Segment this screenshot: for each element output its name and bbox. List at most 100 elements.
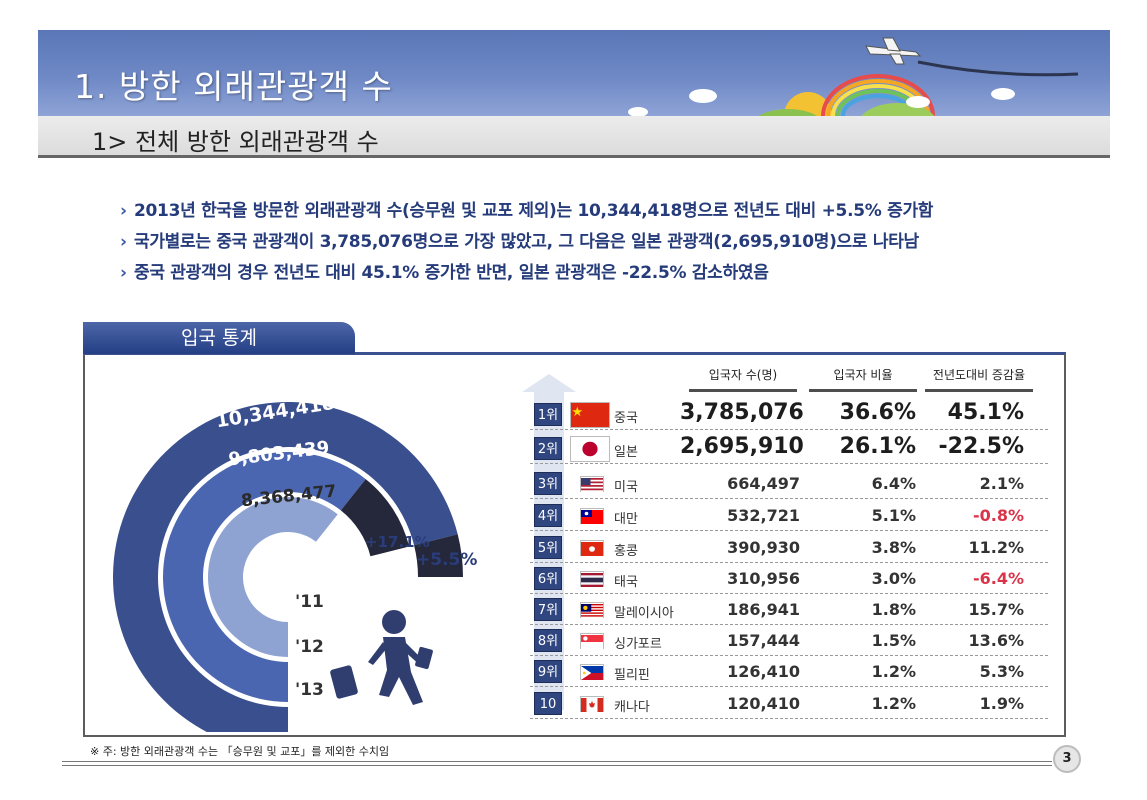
donut-arcs (113, 402, 463, 732)
country-name: 캐나다 (614, 700, 650, 715)
rank-badge: 5위 (534, 536, 562, 559)
table-row: 10위 캐나다 120,410 1.2% 1.9% (530, 689, 1048, 735)
visitor-ratio: 1.2% (871, 694, 916, 713)
footer-rule (62, 765, 1052, 766)
column-header-ratio: 입국자 비율 (809, 366, 917, 392)
country-name: 중국 (614, 411, 638, 426)
table-row: 6위 태국 310,956 3.0% -6.4% (530, 564, 1048, 594)
philippines-flag-icon (580, 664, 604, 680)
yoy-change: 45.1% (947, 400, 1024, 425)
visitor-count: 532,721 (727, 506, 800, 525)
yoy-change: -22.5% (938, 434, 1024, 459)
bullet-text: 중국 관광객의 경우 전년도 대비 45.1% 증가한 반면, 일본 관광객은 … (134, 263, 769, 283)
visitor-count: 3,785,076 (680, 400, 804, 425)
thailand-flag-icon (580, 571, 604, 587)
table-row: 3위 미국 664,497 6.4% 2.1% (530, 469, 1048, 499)
ring-2012-growth-segment (340, 479, 410, 557)
visitor-count: 2,695,910 (680, 434, 804, 459)
table-row: 5위 홍콩 390,930 3.8% 11.2% (530, 533, 1048, 563)
visitor-ratio: 3.8% (871, 538, 916, 557)
visitor-ratio: 6.4% (871, 474, 916, 493)
page-number: 3 (1053, 745, 1081, 773)
bullet-text: 2013년 한국을 방문한 외래관광객 수(승무원 및 교포 제외)는 10,3… (134, 201, 934, 221)
table-row: 9위 필리핀 126,410 1.2% 5.3% (530, 657, 1048, 687)
visitor-count: 157,444 (727, 631, 800, 650)
table-row: 1위 중국 3,785,076 36.6% 45.1% (530, 400, 1048, 430)
visitor-ratio: 3.0% (871, 569, 916, 588)
country-name: 필리핀 (614, 668, 650, 683)
footnote: ※ 주: 방한 외래관광객 수는 「승무원 및 교포」를 제외한 수치임 (90, 745, 390, 758)
table-row: 4위 대만 532,721 5.1% -0.8% (530, 501, 1048, 531)
arrow-icon: › (120, 232, 127, 252)
header-decoration (628, 37, 1079, 116)
canada-flag-icon (580, 696, 604, 712)
yoy-change: 13.6% (968, 631, 1024, 650)
rank-badge: 9위 (534, 660, 562, 683)
visitor-ratio: 1.8% (871, 600, 916, 619)
country-name: 태국 (614, 575, 638, 590)
visitor-count: 310,956 (727, 569, 800, 588)
country-name: 홍콩 (614, 544, 638, 559)
yoy-change: 2.1% (979, 474, 1024, 493)
ring-2011 (207, 496, 338, 657)
rank-badge: 10위 (534, 692, 562, 735)
rank-badge: 6위 (534, 567, 562, 590)
visitor-ratio: 36.6% (839, 400, 916, 425)
hongkong-flag-icon (580, 540, 604, 556)
rank-badge: 7위 (534, 598, 562, 621)
country-name: 일본 (614, 445, 638, 460)
growth-label-13: +5.5% (416, 550, 477, 570)
visitor-ratio: 1.2% (871, 662, 916, 681)
bullet-text: 국가별로는 중국 관광객이 3,785,076명으로 가장 많았고, 그 다음은… (134, 232, 919, 252)
rank-badge: 4위 (534, 504, 562, 527)
year-label-13: '13 (295, 680, 324, 700)
malaysia-flag-icon (580, 602, 604, 618)
ring-2012 (163, 452, 366, 702)
stats-tab: 입국 통계 (83, 322, 355, 354)
visitor-count: 126,410 (727, 662, 800, 681)
yoy-change: -6.4% (972, 569, 1024, 588)
year-label-12: '12 (295, 637, 324, 657)
table-row: 7위 말레이시아 186,941 1.8% 15.7% (530, 595, 1048, 625)
visitor-donut-chart: '11 '12 '13 10,344,418 9,803,439 8,368,4… (113, 392, 477, 732)
footer-rule (62, 761, 1052, 762)
bullet-item: › 중국 관광객의 경우 전년도 대비 45.1% 증가한 반면, 일본 관광객은… (120, 258, 769, 283)
section-subtitle-bar: 1> 전체 방한 외래관광객 수 (38, 116, 1110, 158)
year-label-11: '11 (295, 592, 324, 612)
visitor-count: 390,930 (727, 538, 800, 557)
yoy-change: 15.7% (968, 600, 1024, 619)
country-name: 미국 (614, 480, 638, 495)
japan-flag-icon (570, 436, 610, 462)
usa-flag-icon (580, 476, 604, 492)
rank-badge: 8위 (534, 629, 562, 652)
visitor-count: 664,497 (727, 474, 800, 493)
country-name: 대만 (614, 512, 638, 527)
singapore-flag-icon (580, 633, 604, 649)
country-name: 말레이시아 (614, 606, 674, 621)
arrow-icon: › (120, 263, 127, 283)
visitor-count: 120,410 (727, 694, 800, 713)
visitor-ratio: 5.1% (871, 506, 916, 525)
ring-2013-growth-segment (414, 534, 463, 577)
visitor-ratio: 1.5% (871, 631, 916, 650)
yoy-change: 11.2% (968, 538, 1024, 557)
section-subtitle: 1> 전체 방한 외래관광객 수 (92, 128, 379, 156)
bullet-item: › 국가별로는 중국 관광객이 3,785,076명으로 가장 많았고, 그 다음… (120, 227, 919, 252)
taiwan-flag-icon (580, 508, 604, 524)
table-row: 2위 일본 2,695,910 26.1% -22.5% (530, 434, 1048, 464)
china-flag-icon (570, 402, 610, 428)
arrow-icon: › (120, 201, 127, 221)
header-banner: 1. 방한 외래관광객 수 (38, 30, 1110, 116)
rank-badge: 3위 (534, 472, 562, 495)
visitor-count: 186,941 (727, 600, 800, 619)
column-header-count: 입국자 수(명) (689, 366, 797, 392)
rank-badge: 2위 (534, 437, 562, 460)
yoy-change: 1.9% (979, 694, 1024, 713)
yoy-change: 5.3% (979, 662, 1024, 681)
rank-badge: 1위 (534, 403, 562, 426)
traveler-icon (330, 610, 433, 705)
country-name: 싱가포르 (614, 637, 662, 652)
growth-label-12: +17.1% (365, 533, 430, 551)
yoy-change: -0.8% (972, 506, 1024, 525)
